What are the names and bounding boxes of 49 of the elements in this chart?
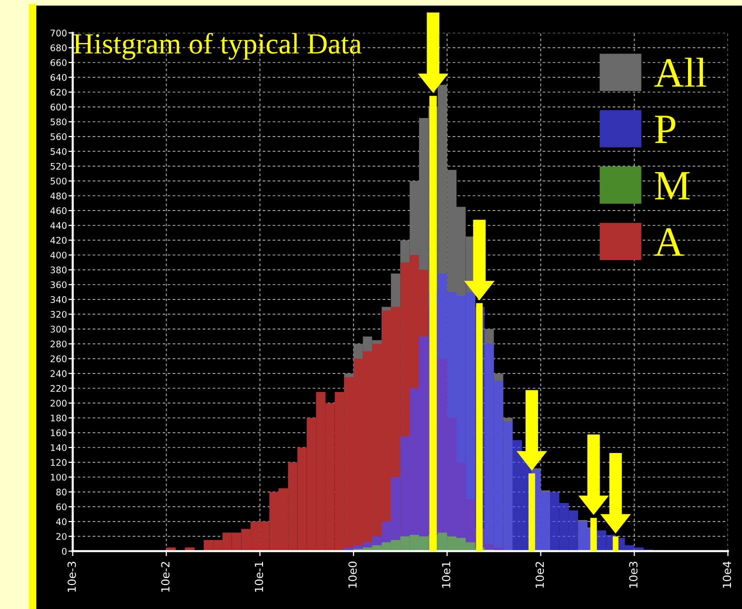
y-tick-label: 680: [50, 44, 67, 52]
x-tick-label: 10e3: [629, 562, 638, 588]
y-tick-label: 580: [50, 118, 67, 126]
y-tick-label: 420: [50, 236, 67, 244]
y-tick-label: 200: [50, 400, 67, 407]
y-tick-label: 100: [50, 474, 67, 481]
y-tick-label: 440: [50, 222, 67, 229]
y-tick-label: 40: [56, 518, 67, 526]
y-tick-label: 80: [56, 488, 67, 496]
y-tick-label: 180: [50, 414, 67, 422]
legend-label: A: [654, 228, 684, 256]
y-tick-label: 0: [62, 548, 67, 555]
y-tick-label: 500: [50, 178, 67, 185]
y-tick-label: 220: [50, 384, 67, 392]
y-tick-label: 620: [50, 88, 67, 96]
x-tick-label: 10e-2: [161, 562, 170, 592]
legend-label: P: [655, 116, 676, 144]
y-tick-label: 520: [50, 162, 67, 170]
y-tick-label: 20: [56, 533, 67, 540]
y-tick-label: 120: [50, 459, 67, 466]
x-tick-label: 10e0: [348, 562, 357, 588]
y-tick-label: 320: [50, 310, 67, 318]
legend-label: All: [654, 58, 706, 87]
y-tick-label: 360: [50, 281, 67, 288]
x-tick-label: 10e1: [442, 562, 450, 588]
y-tick-label: 660: [50, 59, 67, 66]
y-tick-label: 700: [50, 30, 67, 36]
y-tick-label: 380: [50, 266, 67, 274]
y-tick-label: 160: [50, 429, 67, 436]
y-tick-label: 280: [50, 340, 67, 348]
x-tick-label: 10e4: [722, 561, 732, 588]
y-tick-label: 540: [50, 148, 67, 155]
x-tick-label: 10e-3: [68, 562, 76, 592]
y-tick-label: 640: [50, 74, 67, 81]
y-tick-label: 340: [50, 296, 67, 303]
y-tick-label: 240: [50, 370, 67, 378]
y-tick-label: 560: [50, 133, 67, 140]
y-tick-label: 480: [50, 192, 67, 200]
y-tick-label: 140: [50, 444, 67, 452]
chart-title: Histgram of typical Data: [74, 32, 362, 60]
x-tick-label: 10e-1: [254, 562, 264, 592]
y-tick-label: 400: [50, 252, 67, 259]
y-tick-label: 460: [50, 207, 67, 214]
y-tick-label: 60: [56, 503, 67, 510]
x-tick-label: 10e2: [536, 562, 544, 588]
y-tick-label: 260: [50, 355, 67, 362]
y-tick-label: 600: [50, 104, 67, 110]
y-tick-label: 300: [50, 326, 67, 333]
legend-label: M: [655, 172, 690, 200]
